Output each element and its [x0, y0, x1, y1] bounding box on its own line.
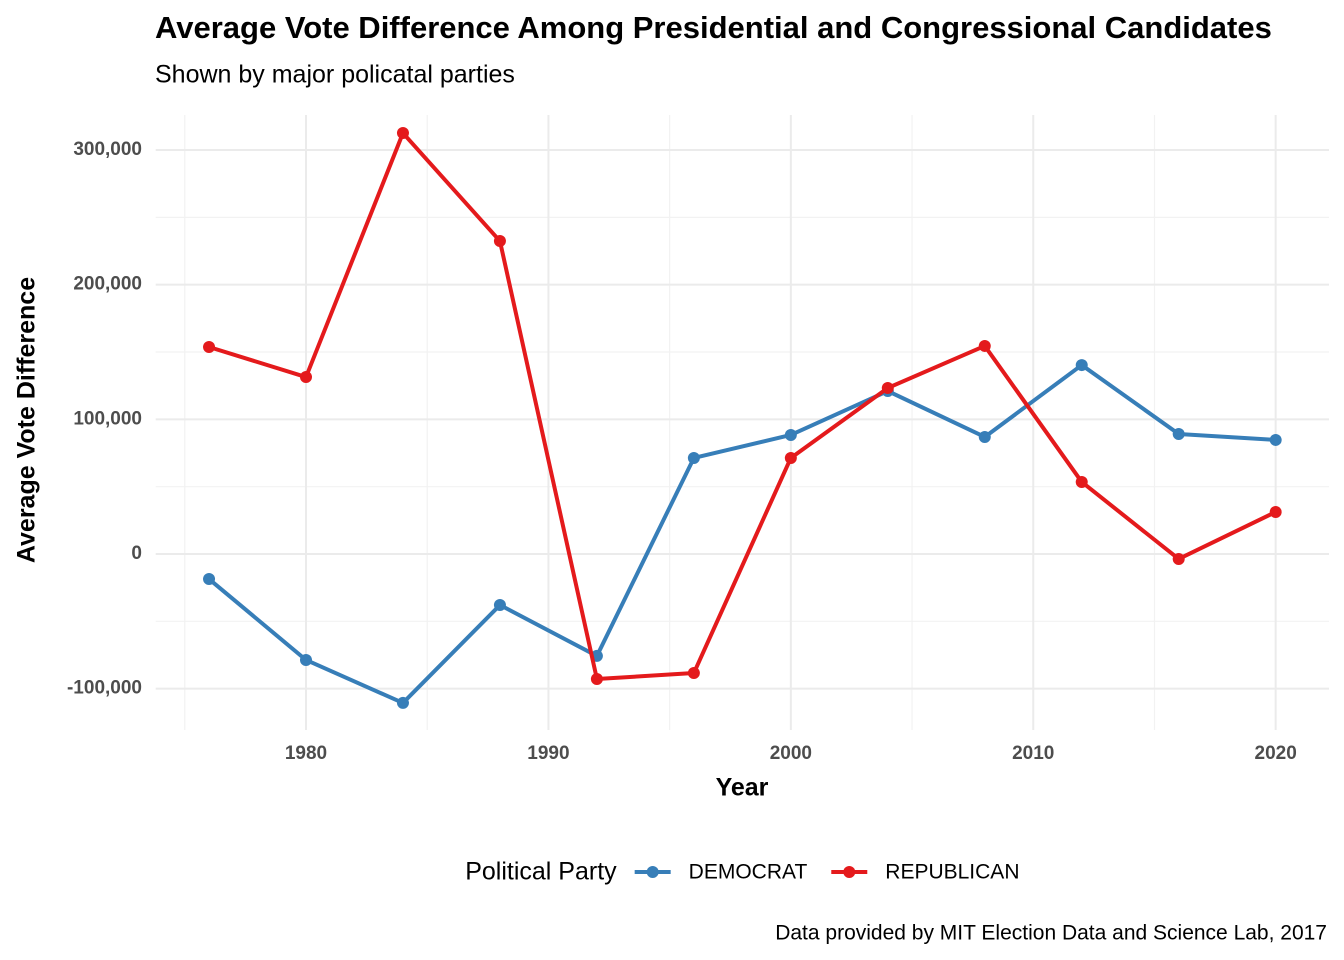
x-tick-label: 1990: [527, 743, 569, 764]
data-point: [299, 371, 312, 384]
y-tick-label: 0: [131, 543, 142, 564]
data-point: [978, 430, 991, 443]
data-point: [784, 428, 797, 441]
data-point: [881, 381, 894, 394]
y-tick-label: 200,000: [73, 274, 142, 295]
data-point: [590, 672, 603, 685]
legend-key-point: [843, 866, 856, 878]
y-axis-label: Average Vote Difference: [13, 277, 41, 563]
data-point: [299, 653, 312, 666]
legend-label: DEMOCRAT: [689, 861, 808, 884]
data-point: [1075, 359, 1088, 372]
x-tick-label: 2020: [1255, 743, 1297, 764]
data-point: [1172, 552, 1185, 565]
x-tick-label: 1980: [285, 743, 327, 764]
data-point: [687, 451, 700, 464]
data-point: [1172, 428, 1185, 441]
data-point: [203, 573, 216, 586]
data-point: [396, 696, 409, 709]
legend-label: REPUBLICAN: [885, 861, 1019, 884]
data-point: [203, 341, 216, 354]
x-tick-label: 2000: [770, 743, 812, 764]
data-point: [1269, 433, 1282, 446]
chart-subtitle: Shown by major policatal parties: [155, 61, 515, 89]
data-point: [493, 599, 506, 612]
y-tick-label: 300,000: [73, 139, 142, 160]
y-tick-label: 100,000: [73, 408, 142, 429]
chart-title: Average Vote Difference Among Presidenti…: [155, 10, 1272, 45]
data-point: [784, 451, 797, 464]
x-tick-label: 2010: [1012, 743, 1054, 764]
caption: Data provided by MIT Election Data and S…: [775, 922, 1327, 945]
y-tick-label: -100,000: [67, 678, 142, 699]
x-axis-label: Year: [716, 774, 769, 802]
legend: Political Party DEMOCRAT REPUBLICAN: [465, 858, 1019, 886]
series-line: [207, 363, 1276, 705]
series-line: [208, 131, 1277, 681]
data-point: [493, 235, 506, 248]
data-point: [1075, 475, 1088, 488]
data-point: [1269, 505, 1282, 518]
data-point: [396, 127, 409, 140]
legend-key-point: [646, 866, 659, 878]
legend-title: Political Party: [465, 858, 617, 886]
data-point: [978, 339, 991, 352]
data-point: [687, 667, 700, 680]
